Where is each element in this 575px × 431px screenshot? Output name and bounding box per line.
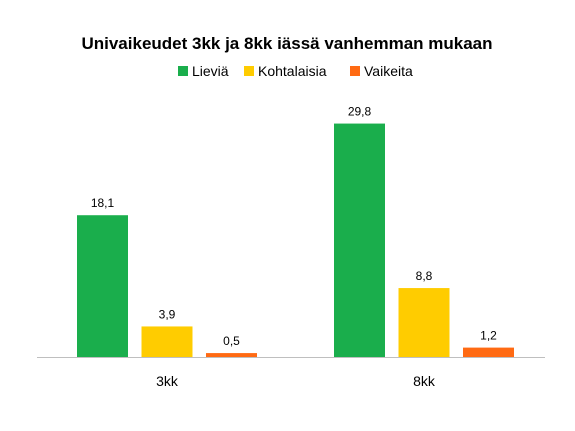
legend-item-lievi: Lieviä [178,63,229,79]
bar-3kk-lievi [77,215,128,357]
bar-8kk-kohtalaisia [398,288,450,357]
bar-8kk-lievi [334,123,385,357]
data-label-8kk-lievi: 29,8 [348,105,372,119]
legend-label-lievi: Lieviä [192,63,229,79]
legend-swatch-lievi [178,66,188,76]
data-labels: 18,1 3,9 0,5 29,8 8,8 1,2 [91,105,497,349]
bar-3kk-kohtalaisia [141,326,193,357]
data-label-3kk-lievi: 18,1 [91,196,115,210]
bar-8kk-vaikeita [463,347,514,357]
x-axis-tick-labels: 3kk 8kk [156,373,436,389]
data-label-3kk-vaikeita: 0,5 [223,334,240,348]
bars [77,123,514,357]
data-label-8kk-kohtalaisia: 8,8 [416,269,433,283]
legend-label-vaikeita: Vaikeita [364,63,413,79]
data-label-8kk-vaikeita: 1,2 [480,329,497,343]
legend: Lieviä Kohtalaisia Vaikeita [178,63,413,79]
legend-item-kohtalaisia: Kohtalaisia [244,63,327,79]
x-tick-label-8kk: 8kk [413,373,436,389]
x-tick-label-3kk: 3kk [156,373,179,389]
legend-swatch-kohtalaisia [244,66,254,76]
legend-swatch-vaikeita [350,66,360,76]
data-label-3kk-kohtalaisia: 3,9 [159,307,176,321]
chart-title: Univaikeudet 3kk ja 8kk iässä vanhemman … [81,34,492,53]
legend-item-vaikeita: Vaikeita [350,63,413,79]
legend-label-kohtalaisia: Kohtalaisia [258,63,327,79]
bar-3kk-vaikeita [206,353,257,357]
